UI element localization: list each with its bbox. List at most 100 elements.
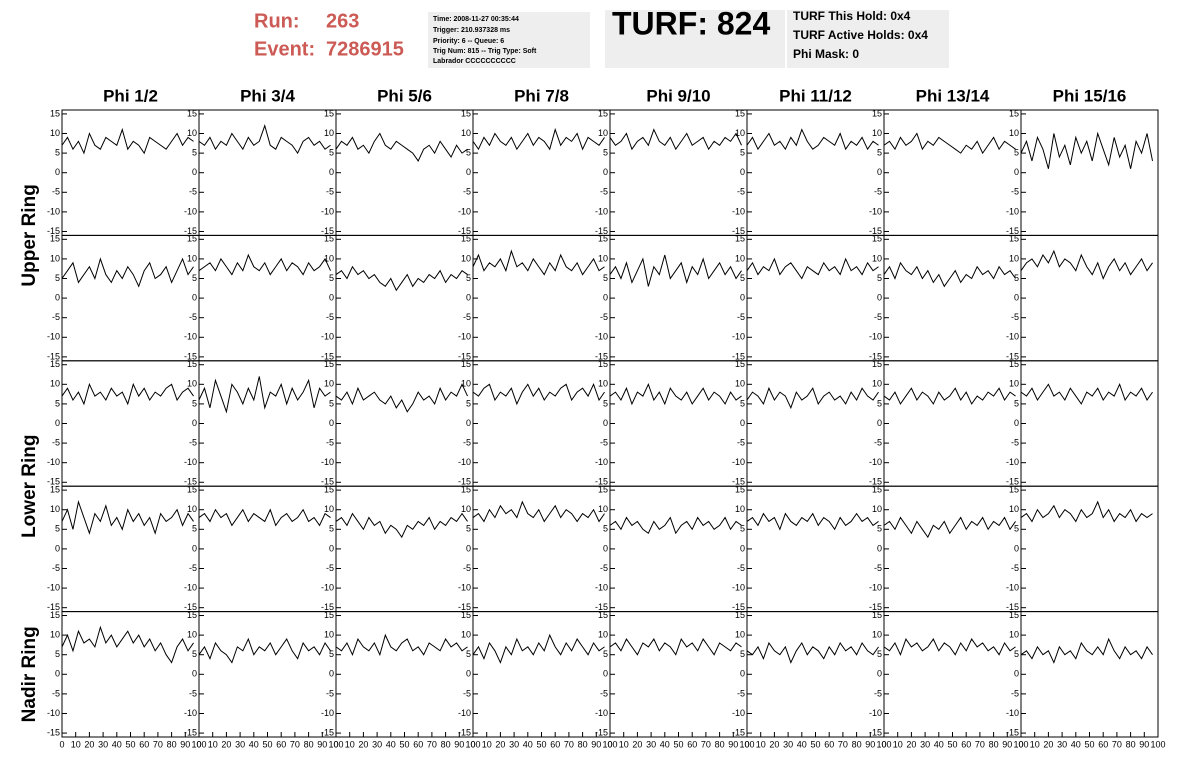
- x-tick-label: 80: [167, 739, 177, 749]
- y-tick-label: -5: [874, 312, 882, 322]
- y-tick-label: 5: [740, 398, 745, 408]
- y-tick-label: 0: [192, 167, 197, 177]
- y-tick-label: -15: [47, 351, 60, 361]
- y-tick-label: -5: [463, 187, 471, 197]
- column-label: Phi 15/16: [1053, 86, 1127, 105]
- trace: [335, 265, 468, 292]
- y-tick-label: 5: [466, 398, 471, 408]
- y-tick-label: 5: [192, 649, 197, 659]
- y-tick-label: -15: [595, 727, 608, 737]
- x-tick-label: 70: [975, 739, 985, 749]
- y-tick-label: -10: [1006, 332, 1019, 342]
- y-tick-label: -15: [595, 226, 608, 236]
- x-tick-label: 70: [564, 739, 574, 749]
- y-tick-label: -5: [463, 437, 471, 447]
- x-tick-label: 50: [1084, 739, 1094, 749]
- x-tick-label: 100: [1013, 739, 1028, 749]
- y-tick-label: 5: [877, 524, 882, 534]
- info-box: [428, 12, 590, 68]
- y-tick-label: 0: [877, 543, 882, 553]
- panel-frame: [198, 360, 337, 487]
- trace: [609, 516, 742, 535]
- y-tick-label: -10: [321, 582, 334, 592]
- x-tick-label: 30: [509, 739, 519, 749]
- x-tick-label: 50: [947, 739, 957, 749]
- y-tick-label: -10: [595, 332, 608, 342]
- panel-frame: [746, 109, 885, 236]
- panel-frame: [472, 611, 611, 738]
- y-tick-label: 10: [324, 128, 334, 138]
- y-tick-label: 10: [1009, 253, 1019, 263]
- y-tick-label: -15: [458, 351, 471, 361]
- panel-frame: [61, 485, 200, 613]
- y-tick-label: 10: [735, 253, 745, 263]
- y-tick-label: -10: [47, 457, 60, 467]
- y-tick-label: 10: [324, 504, 334, 514]
- trace: [746, 257, 879, 280]
- x-tick-label: 70: [153, 739, 163, 749]
- x-tick-label: 100: [191, 739, 206, 749]
- y-tick-label: -5: [1011, 187, 1019, 197]
- y-tick-label: 15: [598, 108, 608, 118]
- trace: [883, 637, 1016, 657]
- trace: [1020, 500, 1153, 523]
- info-line: Trigger: 210.937328 ms: [433, 27, 510, 34]
- x-tick-label: 90: [317, 739, 327, 749]
- y-tick-label: 0: [192, 543, 197, 553]
- y-tick-label: 10: [50, 253, 60, 263]
- y-tick-label: 15: [324, 359, 334, 369]
- x-tick-label: 10: [482, 739, 492, 749]
- y-tick-label: -15: [321, 727, 334, 737]
- x-tick-label: 10: [208, 739, 218, 749]
- y-tick-label: -15: [595, 351, 608, 361]
- y-tick-label: 5: [466, 273, 471, 283]
- y-tick-label: -5: [189, 437, 197, 447]
- y-tick-label: 15: [50, 234, 60, 244]
- y-tick-label: 0: [1014, 669, 1019, 679]
- y-tick-label: -5: [737, 312, 745, 322]
- y-tick-label: -15: [458, 727, 471, 737]
- x-tick-label: 50: [262, 739, 272, 749]
- y-tick-label: -5: [600, 688, 608, 698]
- y-tick-label: 15: [187, 108, 197, 118]
- column-label: Phi 1/2: [103, 86, 158, 105]
- y-tick-label: 15: [598, 359, 608, 369]
- y-tick-label: 0: [603, 543, 608, 553]
- x-tick-label: 40: [934, 739, 944, 749]
- y-tick-label: 15: [187, 359, 197, 369]
- turf-info: Phi Mask: 0: [793, 47, 859, 61]
- event-number: 7286915: [326, 38, 404, 60]
- column-label: Phi 13/14: [916, 86, 990, 105]
- y-tick-label: 5: [192, 398, 197, 408]
- y-tick-label: -5: [1011, 688, 1019, 698]
- y-tick-label: 5: [1014, 398, 1019, 408]
- x-tick-label: 100: [465, 739, 480, 749]
- y-tick-label: -5: [874, 563, 882, 573]
- y-tick-label: -5: [600, 563, 608, 573]
- trace: [61, 127, 194, 155]
- y-tick-label: -5: [1011, 437, 1019, 447]
- y-tick-label: 10: [872, 504, 882, 514]
- y-tick-label: -10: [458, 206, 471, 216]
- y-tick-label: -15: [1006, 226, 1019, 236]
- x-tick-label: 60: [961, 739, 971, 749]
- y-tick-label: 15: [187, 610, 197, 620]
- x-tick-label: 80: [578, 739, 588, 749]
- trace: [883, 387, 1016, 405]
- y-tick-label: 5: [877, 398, 882, 408]
- x-tick-label: 0: [744, 739, 749, 749]
- panel-frame: [61, 360, 200, 487]
- row-label: Nadir Ring: [19, 626, 40, 722]
- y-tick-label: 5: [466, 147, 471, 157]
- y-tick-label: 10: [872, 253, 882, 263]
- y-tick-label: -15: [47, 226, 60, 236]
- y-tick-label: -10: [47, 206, 60, 216]
- y-tick-label: -15: [1006, 602, 1019, 612]
- x-tick-label: 0: [196, 739, 201, 749]
- panel-frame: [198, 485, 337, 613]
- y-tick-label: 15: [324, 484, 334, 494]
- y-tick-label: 15: [50, 610, 60, 620]
- x-tick-label: 40: [386, 739, 396, 749]
- y-tick-label: -5: [600, 187, 608, 197]
- y-tick-label: 15: [324, 234, 334, 244]
